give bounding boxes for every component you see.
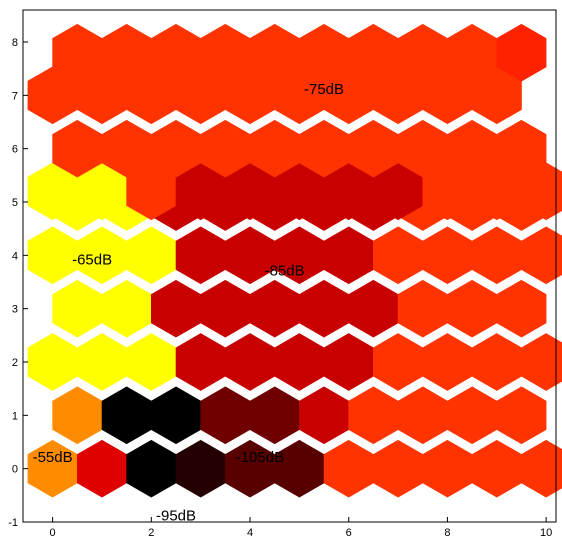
- x-tick-label: 0: [50, 527, 56, 539]
- y-tick-label: 2: [12, 357, 18, 369]
- y-tick-label: 3: [12, 304, 18, 316]
- y-tick-label: 1: [12, 410, 18, 422]
- annotation-label: -55dB: [33, 449, 73, 466]
- y-tick-label: 0: [12, 464, 18, 476]
- y-tick-label: 7: [12, 90, 18, 102]
- y-tick-label: 5: [12, 197, 18, 209]
- plot-frame: [22, 9, 557, 523]
- hex-cell: [521, 439, 562, 498]
- y-tick-label: 6: [12, 144, 18, 156]
- value-annotations: -75dB -65dB -85dB -55dB -105dB -95dB: [33, 81, 344, 525]
- x-tick-label: 2: [148, 527, 154, 539]
- hex-cell: [496, 23, 547, 82]
- hex-cell: [496, 279, 547, 338]
- y-tick-label: 8: [12, 37, 18, 49]
- x-tick-label: 8: [444, 527, 450, 539]
- x-tick-label: 4: [247, 527, 253, 539]
- x-tick-label: 6: [346, 527, 352, 539]
- x-tick-label: 10: [540, 527, 552, 539]
- annotation-label: -105dB: [236, 449, 284, 466]
- y-tick-label: 4: [12, 250, 18, 262]
- y-axis-ticks: -1 0 1 2 3 4 5 6 7 8: [8, 37, 28, 529]
- annotation-label: -65dB: [72, 252, 112, 269]
- hex-cell: [496, 119, 547, 178]
- hex-cell: [496, 386, 547, 445]
- hex-cell: [521, 333, 562, 391]
- x-axis-ticks: 0 2 4 6 8 10: [50, 517, 552, 539]
- annotation-label: -95dB: [156, 508, 196, 525]
- y-tick-label: -1: [8, 517, 18, 529]
- hex-cell: [521, 226, 562, 285]
- annotation-label: -85dB: [265, 262, 305, 279]
- hex-cells: [27, 23, 562, 498]
- annotation-label: -75dB: [304, 81, 344, 98]
